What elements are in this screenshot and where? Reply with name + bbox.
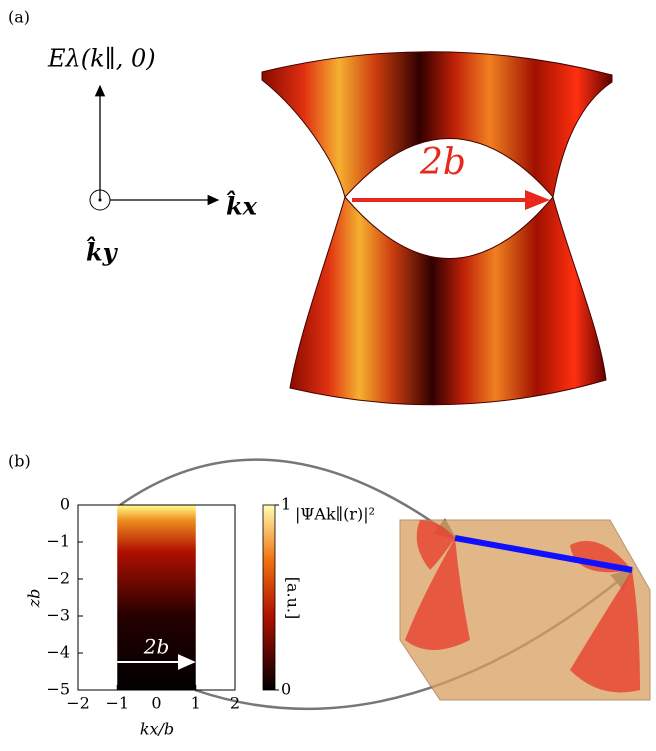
colorbar-tick-label: 1 xyxy=(281,495,291,514)
y-tick-label: −5 xyxy=(46,680,70,699)
y-tick-label: −2 xyxy=(46,569,70,588)
figure: (a) Eλ(k∥, 0) k̂x k̂y 2b (b) zb kx/b |ΨA… xyxy=(0,0,656,747)
y-tick-label: −4 xyxy=(46,643,70,662)
panel-label: (b) xyxy=(8,452,31,471)
arrow-label: 2b xyxy=(143,635,170,659)
y-axis-label: zb xyxy=(25,589,44,609)
x-axis-label: kx/b xyxy=(140,720,174,739)
x-tick-label: −1 xyxy=(105,694,129,713)
y-tick-label: −1 xyxy=(46,532,70,551)
lower-band xyxy=(290,197,606,405)
y-tick-label: −3 xyxy=(46,606,70,625)
kx-label: k̂x xyxy=(226,190,258,220)
panel-a: (a) Eλ(k∥, 0) k̂x k̂y 2b xyxy=(8,8,612,405)
colorbar xyxy=(263,505,275,690)
colorbar-label: |ΨAk∥(r)|² xyxy=(295,505,375,524)
x-tick-label: 0 xyxy=(151,694,161,713)
colorbar-tick-label: 0 xyxy=(281,680,291,699)
separation-label: 2b xyxy=(419,142,466,183)
ky-label: k̂y xyxy=(86,236,119,266)
panel-b: (b) zb kx/b |ΨAk∥(r)|² [a.u.] −2 −1 0 1 2 0 −1… xyxy=(8,452,650,739)
x-tick-label: 2 xyxy=(230,694,240,713)
x-tick-label: 1 xyxy=(191,694,201,713)
y-tick-label: 0 xyxy=(60,495,70,514)
panel-label: (a) xyxy=(8,8,30,27)
out-of-plane-dot xyxy=(99,199,102,202)
colorbar-unit: [a.u.] xyxy=(284,577,303,620)
energy-label: Eλ(k∥, 0) xyxy=(47,45,156,73)
